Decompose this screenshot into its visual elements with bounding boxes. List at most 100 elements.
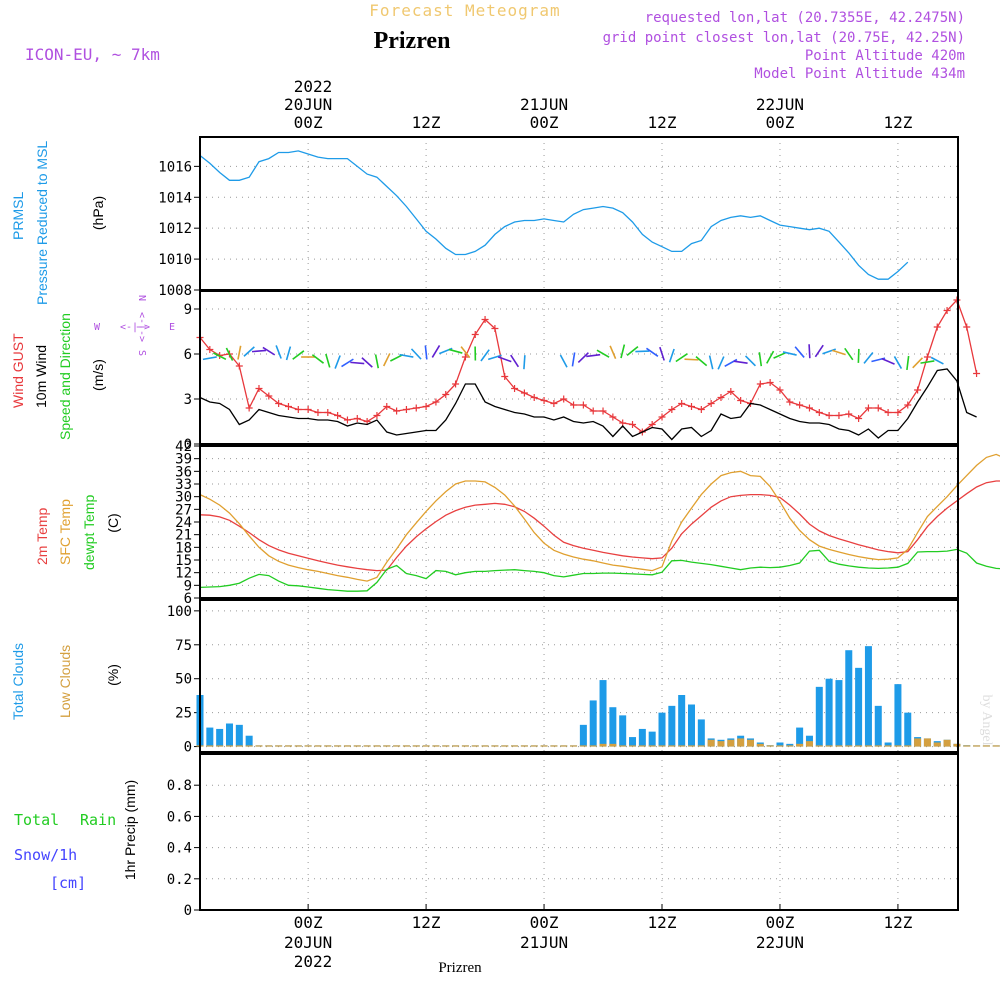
wind-arrow [523, 355, 526, 370]
bar-low-clouds [609, 743, 617, 747]
gust-marker [275, 400, 283, 407]
gust-marker [442, 391, 450, 398]
total-clouds-label: Total Clouds [10, 643, 26, 720]
bottom-date-label: 21JUN [520, 933, 568, 952]
precip-rain-label: Rain [80, 811, 116, 829]
gust-marker [432, 398, 440, 406]
pressure-label-prmsl: PRMSL [10, 192, 26, 240]
bar-low-clouds [825, 745, 833, 747]
bar-low-clouds [776, 745, 784, 747]
bar-total-clouds [609, 707, 617, 747]
top-tick-label: 12Z [412, 113, 441, 132]
wind-arrow [782, 351, 797, 356]
wind-arrow [766, 350, 775, 364]
bar-low-clouds [304, 745, 312, 747]
y-tick-label: 30 [175, 490, 192, 506]
y-tick-label: 100 [167, 604, 192, 620]
bar-low-clouds [855, 745, 863, 747]
wind-arrow [389, 353, 404, 362]
wind-arrow [460, 346, 471, 359]
top-date-label: 22JUN [756, 95, 804, 114]
bar-low-clouds [697, 745, 705, 747]
clouds-unit: (%) [105, 664, 121, 686]
top-tick-label: 12Z [648, 113, 677, 132]
gust-marker [530, 394, 538, 401]
series-line-2m-temp [199, 480, 1000, 572]
gust-marker [884, 409, 892, 416]
y-tick-label: 3 [184, 392, 192, 408]
bar-low-clouds [294, 745, 302, 747]
wind-arrow [695, 356, 708, 367]
wind-arrow [659, 346, 665, 361]
bar-low-clouds [383, 745, 391, 747]
series-line-dewpt-temp [199, 548, 1000, 592]
bottom-tick-label: 12Z [648, 913, 677, 932]
y-tick-label: 0 [184, 903, 192, 919]
bar-low-clouds [314, 745, 322, 747]
wind-arrow [808, 344, 811, 359]
wind-arrow [684, 358, 699, 361]
bar-low-clouds [973, 745, 981, 747]
wind-arrow [424, 345, 428, 360]
gust-marker [923, 353, 931, 361]
bar-low-clouds [638, 745, 646, 747]
gust-marker [963, 323, 971, 331]
bar-total-clouds [245, 735, 253, 747]
wind-arrow [361, 357, 373, 368]
gust-marker [393, 407, 401, 415]
bar-total-clouds [894, 684, 902, 747]
panel-frame [199, 136, 959, 291]
temp-2m-label: 2m Temp [34, 507, 50, 565]
gust-marker [491, 325, 499, 332]
wind-arrow [292, 350, 305, 360]
gust-marker [353, 415, 361, 422]
wind-arrow [213, 352, 227, 361]
y-tick-label: 1012 [158, 221, 192, 237]
panels: 1008101010121014101603696912151821242730… [158, 136, 1000, 919]
bar-low-clouds [756, 743, 764, 747]
bar-low-clouds [894, 745, 902, 747]
top-time-axis: 00Z 12Z 00Z 12Z 00Z 12Z 20JUN 21JUN 22JUN [284, 95, 913, 132]
model-point-altitude: Model Point Altitude 434m [754, 66, 965, 82]
gust-marker [255, 385, 263, 392]
gust-marker [609, 413, 617, 421]
bar-low-clouds [707, 739, 715, 747]
series-line-10m-wind [199, 368, 977, 441]
bottom-tick-label: 00Z [766, 913, 795, 932]
bar-low-clouds [353, 745, 361, 747]
series-line-sfc-temp [199, 453, 1000, 582]
bar-low-clouds [461, 745, 469, 747]
bar-low-clouds [746, 739, 754, 747]
gust-marker [550, 400, 558, 407]
gust-marker [933, 323, 941, 331]
bar-low-clouds [540, 745, 548, 747]
pressure-unit: (hPa) [90, 196, 106, 230]
y-tick-label: 27 [175, 502, 192, 518]
wind-arrow [675, 353, 688, 363]
y-tick-label: 25 [175, 706, 192, 722]
wind-arrow [251, 349, 267, 353]
gust-marker [461, 353, 469, 361]
bar-low-clouds [206, 745, 214, 747]
bottom-tick-label: 12Z [883, 913, 912, 932]
gust-marker [648, 421, 656, 428]
bar-low-clouds [511, 745, 519, 747]
compass-e: E [169, 322, 175, 333]
bar-low-clouds [884, 745, 892, 747]
gust-marker [284, 403, 292, 410]
bar-low-clouds [481, 745, 489, 747]
bar-low-clouds [235, 745, 243, 747]
bottom-tick-label: 00Z [530, 913, 559, 932]
wind-arrow [448, 348, 463, 354]
y-tick-label: 36 [175, 464, 192, 480]
wind-arrow [724, 358, 738, 367]
bar-total-clouds [796, 727, 804, 747]
gust-marker [953, 296, 961, 304]
y-tick-label: 1008 [158, 283, 192, 299]
top-year-label: 2022 [294, 77, 333, 96]
wind-arrow [285, 346, 292, 361]
bar-low-clouds [845, 745, 853, 747]
bar-total-clouds [825, 678, 833, 747]
wind-arrow [510, 354, 520, 368]
y-tick-label: 18 [175, 540, 192, 556]
